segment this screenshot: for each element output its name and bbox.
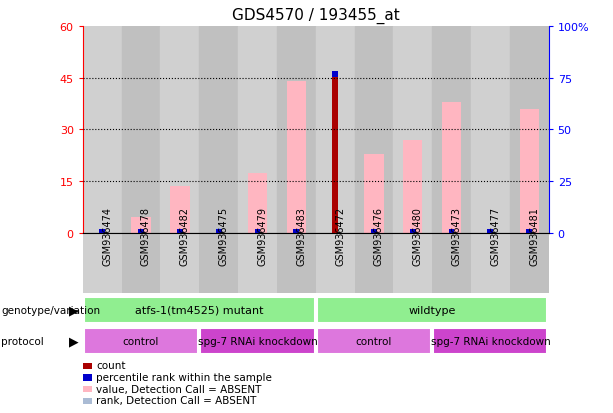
Bar <box>332 71 338 78</box>
Bar <box>316 27 354 233</box>
Text: ▶: ▶ <box>69 335 78 348</box>
Bar <box>84 328 198 354</box>
Bar <box>238 27 277 233</box>
Bar <box>131 218 151 233</box>
Text: GSM936472: GSM936472 <box>335 207 345 266</box>
Text: rank, Detection Call = ABSENT: rank, Detection Call = ABSENT <box>96 395 257 405</box>
Bar <box>332 71 338 233</box>
Bar <box>277 233 316 293</box>
Text: value, Detection Call = ABSENT: value, Detection Call = ABSENT <box>96 384 262 394</box>
Bar <box>199 233 238 293</box>
Bar <box>84 297 314 323</box>
Text: GSM936475: GSM936475 <box>219 207 229 266</box>
Text: GSM936481: GSM936481 <box>529 207 539 266</box>
Text: GSM936476: GSM936476 <box>374 207 384 266</box>
Text: genotype/variation: genotype/variation <box>1 305 101 315</box>
Bar <box>161 27 199 233</box>
Bar <box>216 230 221 233</box>
Text: control: control <box>123 336 159 346</box>
Bar <box>364 154 384 233</box>
Bar <box>432 27 471 233</box>
Text: percentile rank within the sample: percentile rank within the sample <box>96 372 272 382</box>
Bar <box>121 27 161 233</box>
Bar <box>161 233 199 293</box>
Bar <box>433 328 547 354</box>
Text: GSM936482: GSM936482 <box>180 207 190 266</box>
Bar <box>449 230 454 233</box>
Text: protocol: protocol <box>1 336 44 346</box>
Text: GSM936478: GSM936478 <box>141 207 151 266</box>
Bar <box>121 233 161 293</box>
Bar <box>317 297 547 323</box>
Bar <box>316 233 354 293</box>
Text: ▶: ▶ <box>69 304 78 317</box>
Bar <box>510 233 549 293</box>
Bar <box>294 230 299 233</box>
Bar <box>277 27 316 233</box>
Text: spg-7 RNAi knockdown: spg-7 RNAi knockdown <box>430 336 550 346</box>
Text: count: count <box>96 361 126 370</box>
Bar <box>200 328 314 354</box>
Text: GSM936477: GSM936477 <box>490 207 500 266</box>
Text: GSM936479: GSM936479 <box>257 207 267 266</box>
Bar <box>410 230 416 233</box>
Bar <box>199 27 238 233</box>
Bar <box>354 233 394 293</box>
Bar <box>317 328 431 354</box>
Bar <box>138 230 144 233</box>
Bar <box>394 27 432 233</box>
Bar <box>248 173 267 233</box>
Bar <box>170 187 189 233</box>
Text: GSM936480: GSM936480 <box>413 207 423 266</box>
Text: GSM936483: GSM936483 <box>296 207 306 266</box>
Text: atfs-1(tm4525) mutant: atfs-1(tm4525) mutant <box>135 305 264 315</box>
Bar <box>471 27 510 233</box>
Bar <box>487 230 493 233</box>
Title: GDS4570 / 193455_at: GDS4570 / 193455_at <box>232 8 400 24</box>
Bar <box>471 233 510 293</box>
Bar <box>394 233 432 293</box>
Bar <box>216 228 221 233</box>
Bar <box>99 230 105 233</box>
Bar <box>519 109 539 233</box>
Bar <box>487 230 493 233</box>
Bar <box>238 233 277 293</box>
Text: spg-7 RNAi knockdown: spg-7 RNAi knockdown <box>197 336 318 346</box>
Bar <box>403 140 422 233</box>
Bar <box>177 230 183 233</box>
Text: GSM936474: GSM936474 <box>102 207 112 266</box>
Text: control: control <box>356 336 392 346</box>
Bar <box>510 27 549 233</box>
Bar <box>254 230 261 233</box>
Bar <box>354 27 394 233</box>
Bar <box>83 233 121 293</box>
Bar <box>442 102 462 233</box>
Bar <box>287 82 306 233</box>
Bar <box>371 230 377 233</box>
Bar <box>99 230 105 233</box>
Bar <box>527 230 532 233</box>
Text: GSM936473: GSM936473 <box>452 207 462 266</box>
Bar <box>83 27 121 233</box>
Bar <box>432 233 471 293</box>
Text: wildtype: wildtype <box>408 305 456 315</box>
